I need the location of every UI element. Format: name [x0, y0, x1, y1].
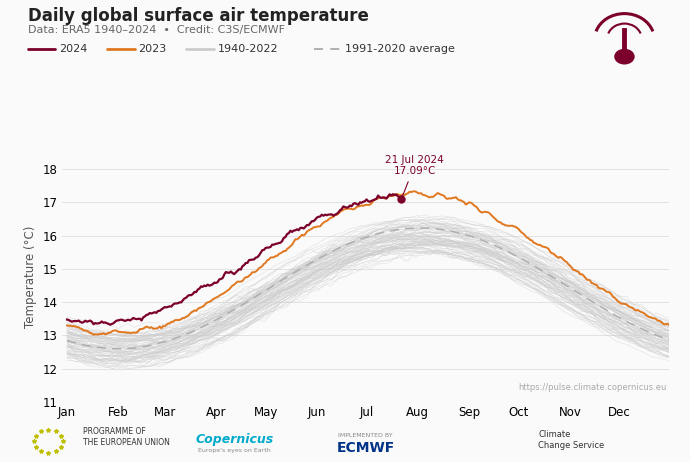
Text: 2023: 2023	[138, 43, 166, 54]
Text: 1940-2022: 1940-2022	[217, 43, 278, 54]
Text: 21 Jul 2024
17.09°C: 21 Jul 2024 17.09°C	[385, 155, 444, 197]
Text: PROGRAMME OF
THE EUROPEAN UNION: PROGRAMME OF THE EUROPEAN UNION	[83, 426, 170, 447]
Text: https://pulse.climate.copernicus.eu: https://pulse.climate.copernicus.eu	[518, 383, 667, 392]
Y-axis label: Temperature (°C): Temperature (°C)	[24, 226, 37, 328]
Text: 1991-2020 average: 1991-2020 average	[345, 43, 455, 54]
Text: 2024: 2024	[59, 43, 87, 54]
Circle shape	[615, 49, 634, 64]
Text: Copernicus: Copernicus	[195, 433, 274, 446]
Text: Climate
Change Service: Climate Change Service	[538, 430, 604, 450]
Text: Data: ERA5 1940–2024  •  Credit: C3S/ECMWF: Data: ERA5 1940–2024 • Credit: C3S/ECMWF	[28, 25, 284, 36]
Text: Daily global surface air temperature: Daily global surface air temperature	[28, 7, 368, 25]
Text: Europe's eyes on Earth: Europe's eyes on Earth	[198, 448, 271, 453]
Point	[396, 196, 407, 203]
Text: IMPLEMENTED BY: IMPLEMENTED BY	[338, 433, 393, 438]
Text: ECMWF: ECMWF	[337, 441, 395, 455]
